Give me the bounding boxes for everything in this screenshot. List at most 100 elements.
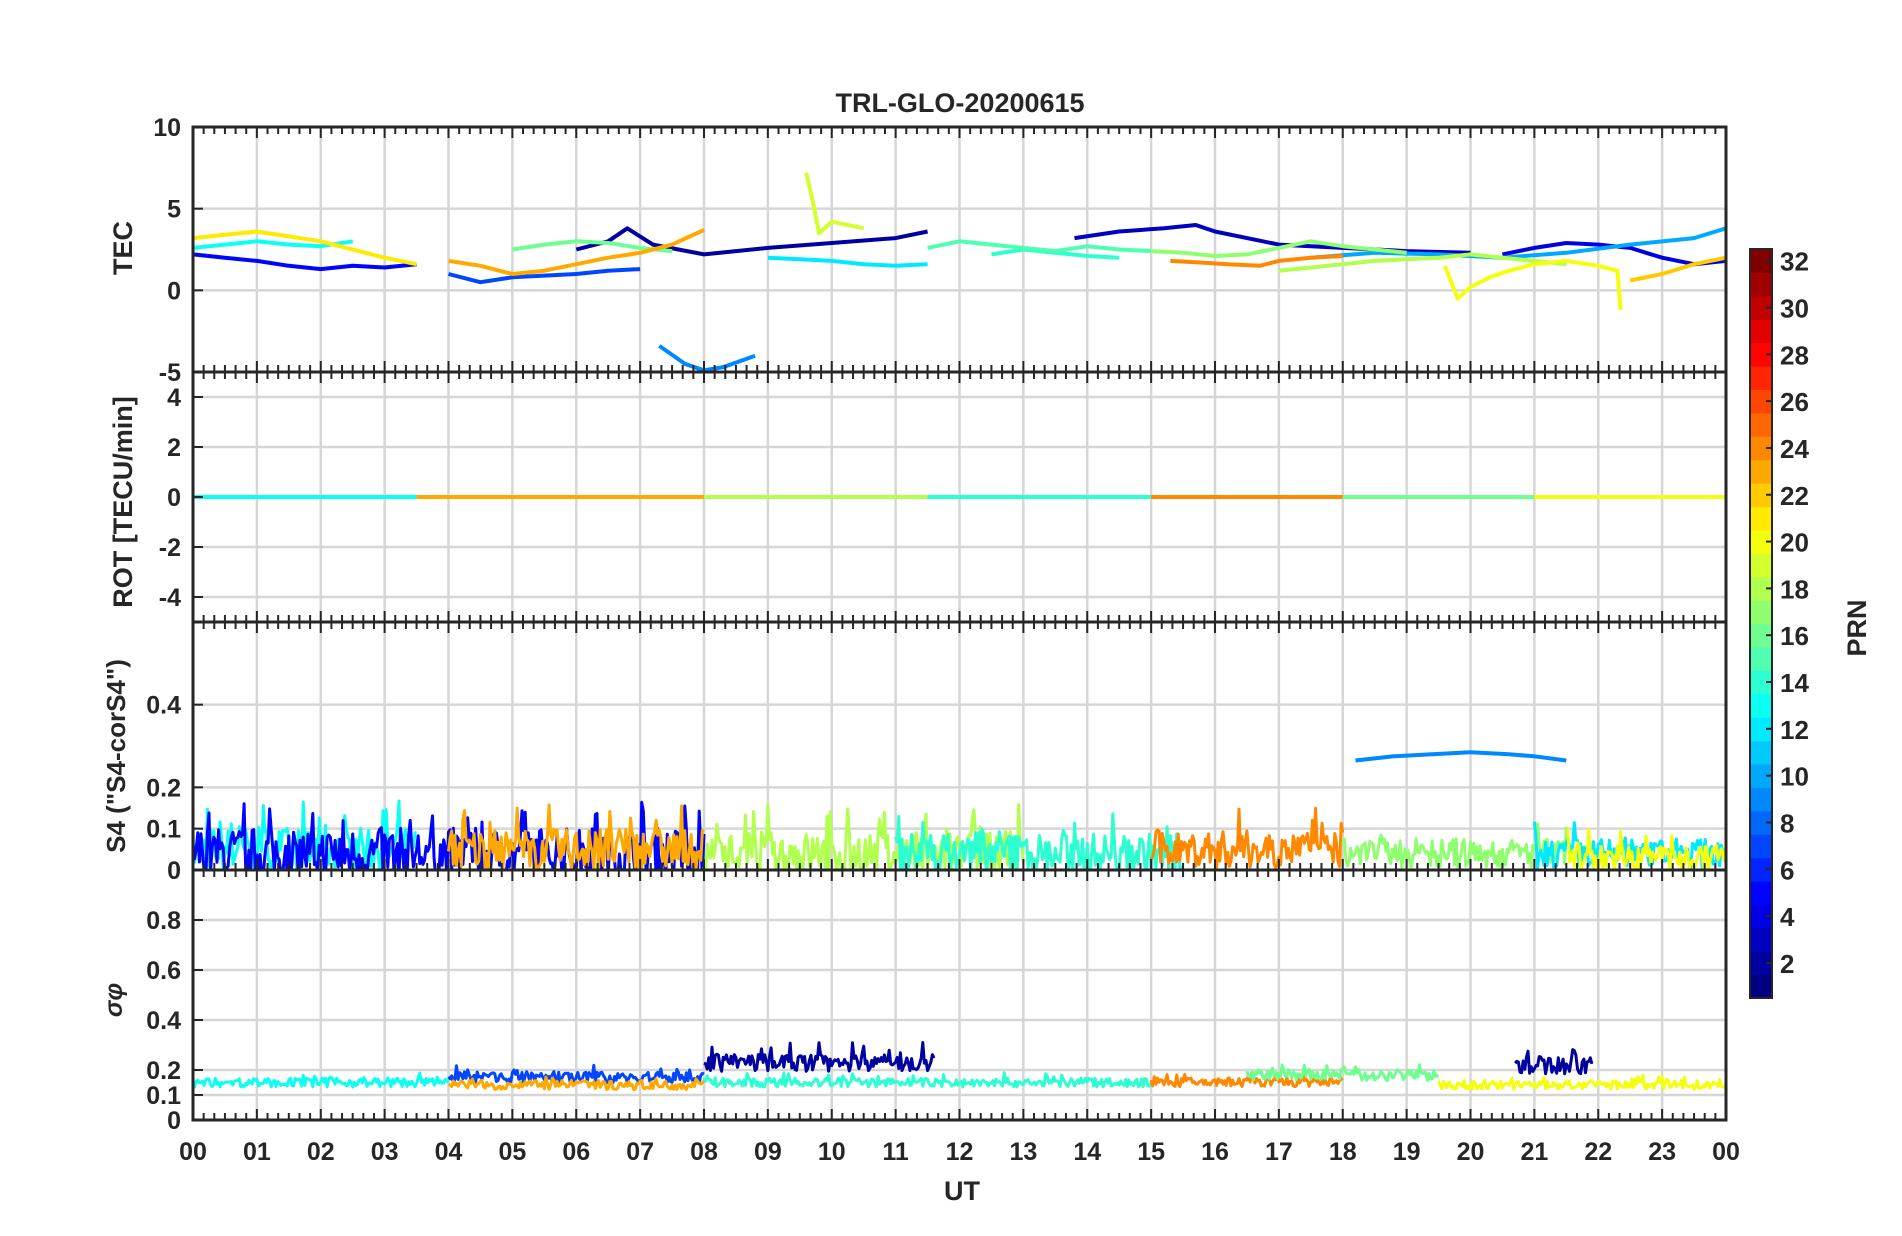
colorbar-tick-label: 30	[1780, 294, 1809, 324]
tec-series-prn-2	[575, 226, 929, 257]
tec-series-prn-24	[1170, 254, 1343, 268]
colorbar-segment	[1750, 787, 1772, 812]
rot-y-tick-label: 2	[167, 434, 181, 462]
colorbar-segment	[1750, 295, 1772, 320]
tec-series-prn-22	[1629, 255, 1726, 283]
series-layer	[193, 172, 1726, 1091]
colorbar-segment	[1750, 927, 1772, 952]
colorbar-segment	[1750, 763, 1772, 788]
s4-series-prn-23	[447, 803, 705, 870]
sigma_phi-y-tick-label: 0.2	[146, 1057, 181, 1085]
colorbar-tick-label: 8	[1780, 808, 1794, 838]
colorbar-segment	[1750, 506, 1772, 531]
s4-series-prn-5	[193, 800, 706, 870]
x-tick-label: 10	[818, 1138, 846, 1166]
rot-y-tick-label: -2	[159, 534, 181, 562]
colorbar-segment	[1750, 810, 1772, 835]
colorbar-segment	[1750, 857, 1772, 882]
colorbar-segment	[1750, 600, 1772, 625]
colorbar-segment	[1750, 740, 1772, 765]
tec-series-prn-5	[193, 252, 417, 272]
axis-labels: -50510-4-202400.10.20.400.10.20.40.60.80…	[146, 114, 1740, 1166]
colorbar-segment	[1750, 834, 1772, 859]
colorbar-segment	[1750, 670, 1772, 695]
s4-series-prn-17	[1341, 822, 1568, 870]
sigma_phi-series-prn-2	[703, 1041, 936, 1073]
colorbar-segment	[1750, 366, 1772, 391]
tec-series-prn-18	[1278, 252, 1567, 273]
rot-y-tick-label: 0	[167, 484, 181, 512]
s4-y-tick-label: 0.1	[146, 816, 181, 844]
sigma-phi-y-axis-label: σφ	[100, 983, 128, 1017]
x-tick-label: 00	[1712, 1138, 1740, 1166]
tec-series-prn-17	[1150, 239, 1407, 258]
sigma_phi-y-tick-label: 0.4	[146, 1007, 181, 1035]
colorbar-segment	[1750, 904, 1772, 929]
x-axis-label: UT	[944, 1176, 980, 1206]
x-tick-label: 01	[243, 1138, 271, 1166]
tec-series-prn-21	[193, 229, 417, 267]
colorbar-segment	[1750, 529, 1772, 554]
sigma_phi-series-prn-20	[1437, 1073, 1726, 1091]
colorbar-segment	[1750, 693, 1772, 718]
tec-series-prn-12	[767, 255, 928, 268]
x-tick-label: 13	[1009, 1138, 1037, 1166]
colorbar-segment	[1750, 249, 1772, 274]
colorbar-tick-label: 4	[1780, 902, 1795, 932]
rot-y-tick-label: 4	[167, 384, 181, 412]
colorbar-tick-label: 26	[1780, 387, 1809, 417]
colorbar-label: PRN	[1842, 599, 1872, 656]
tec-series-prn-20	[1443, 258, 1623, 311]
colorbar-tick-label: 32	[1780, 247, 1809, 277]
sigma_phi-series-prn-16	[1245, 1063, 1440, 1082]
rot-y-axis-label: ROT [TECU/min]	[108, 396, 138, 607]
colorbar-segment	[1750, 459, 1772, 484]
colorbar-tick-label: 16	[1780, 621, 1809, 651]
s4-series-prn-9	[1355, 750, 1567, 763]
colorbar-tick-label: 14	[1780, 668, 1809, 698]
x-tick-label: 07	[626, 1138, 654, 1166]
tec-series-prn-15	[927, 239, 1152, 254]
sigma_phi-series-prn-14	[702, 1071, 1153, 1089]
x-tick-label: 09	[754, 1138, 782, 1166]
x-tick-label: 19	[1393, 1138, 1421, 1166]
x-tick-label: 04	[435, 1138, 463, 1166]
x-tick-label: 20	[1457, 1138, 1485, 1166]
colorbar-segment	[1750, 483, 1772, 508]
tec-y-tick-label: 5	[167, 196, 181, 224]
x-tick-label: 16	[1201, 1138, 1229, 1166]
colorbar-tick-label: 10	[1780, 762, 1809, 792]
colorbar-segment	[1750, 553, 1772, 578]
x-tick-label: 11	[882, 1138, 909, 1166]
colorbar-segment	[1750, 880, 1772, 905]
x-tick-label: 22	[1584, 1138, 1612, 1166]
sigma_phi-series-prn-23	[447, 1075, 706, 1091]
x-tick-label: 08	[690, 1138, 718, 1166]
colorbar-tick-label: 2	[1780, 949, 1794, 979]
colorbar-tick-label: 28	[1780, 340, 1809, 370]
tec-series-prn-13	[193, 239, 354, 250]
x-tick-label: 21	[1520, 1138, 1548, 1166]
x-tick-label: 18	[1329, 1138, 1357, 1166]
colorbar-segment	[1750, 319, 1772, 344]
x-tick-label: 06	[562, 1138, 590, 1166]
colorbar-tick-label: 24	[1780, 434, 1809, 464]
colorbar-segment	[1750, 646, 1772, 671]
colorbar-tick-label: 6	[1780, 855, 1794, 885]
tec-y-tick-label: 0	[167, 277, 181, 305]
colorbar-segment	[1750, 974, 1772, 999]
colorbar-segment	[1750, 272, 1772, 297]
panel-frames	[191, 125, 1728, 1122]
tec-y-axis-label: TEC	[108, 221, 138, 275]
colorbar-segment	[1750, 412, 1772, 437]
s4-y-tick-label: 0	[167, 857, 181, 885]
x-tick-label: 17	[1265, 1138, 1293, 1166]
x-tick-label: 02	[307, 1138, 335, 1166]
x-tick-label: 12	[946, 1138, 974, 1166]
tec-series-prn-7	[448, 267, 641, 285]
x-tick-label: 05	[498, 1138, 526, 1166]
colorbar-segment	[1750, 576, 1772, 601]
colorbar-tick-label: 12	[1780, 715, 1809, 745]
tec-series-prn-19	[804, 172, 865, 236]
